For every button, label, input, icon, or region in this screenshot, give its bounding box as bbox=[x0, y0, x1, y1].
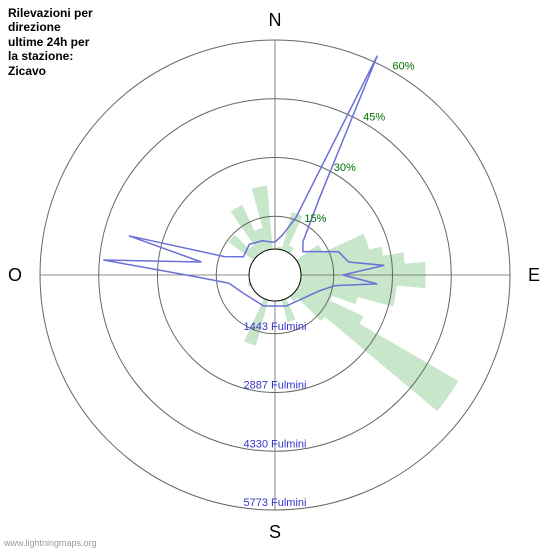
pct-label: 15% bbox=[304, 213, 326, 225]
ring-label: 1443 Fulmini bbox=[244, 321, 307, 333]
pct-label: 60% bbox=[393, 60, 415, 72]
compass-label: E bbox=[528, 265, 540, 285]
compass-label: O bbox=[8, 265, 22, 285]
footer-credit: www.lightningmaps.org bbox=[4, 538, 97, 548]
ring-label: 5773 Fulmini bbox=[244, 497, 307, 509]
polar-chart: 15% 30% 45% 60% 1443 Fulmini 2887 Fulmini 4330… bbox=[0, 0, 550, 550]
center-hole bbox=[249, 249, 301, 301]
footer-text: www.lightningmaps.org bbox=[4, 538, 97, 548]
compass-label: S bbox=[269, 522, 281, 542]
pct-label: 30% bbox=[334, 162, 356, 174]
pct-label: 45% bbox=[363, 111, 385, 123]
ring-label: 2887 Fulmini bbox=[244, 380, 307, 392]
ring-label: 4330 Fulmini bbox=[244, 438, 307, 450]
compass-label: N bbox=[269, 10, 282, 30]
